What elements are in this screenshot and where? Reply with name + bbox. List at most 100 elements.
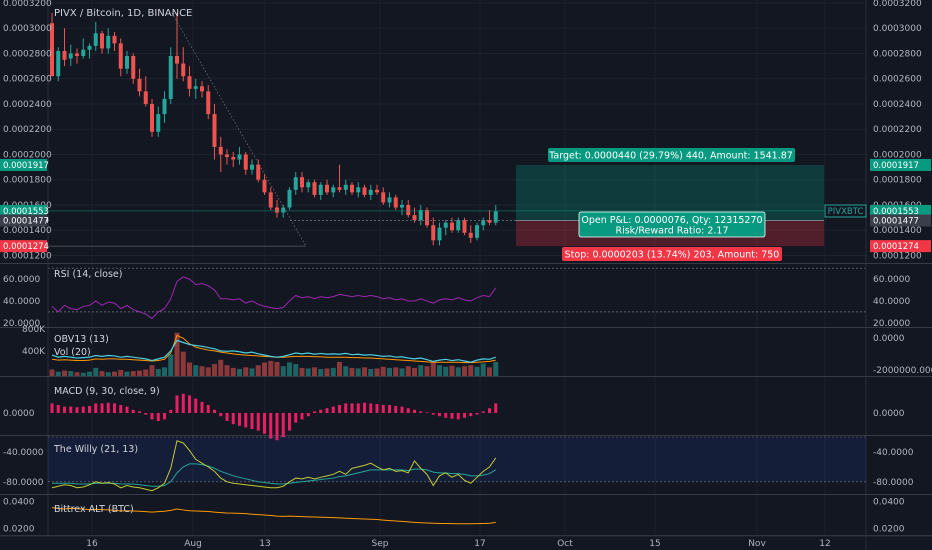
willy-tick: -80.0000	[3, 478, 44, 488]
obv-tick: -2000000.0000	[873, 366, 932, 376]
rsi-title[interactable]: RSI (14, close)	[54, 269, 122, 280]
macd-bar	[100, 403, 104, 413]
volume-bar	[424, 366, 430, 376]
time-tick: 13	[259, 539, 270, 549]
stop-label[interactable]: Stop: 0.0000203 (13.74%) 203, Amount: 75…	[562, 247, 782, 261]
volume-bar	[218, 359, 224, 376]
volume-bar	[262, 362, 267, 376]
macd-bar	[238, 413, 241, 426]
candle-body	[81, 49, 86, 57]
macd-bar	[394, 405, 398, 413]
volume-bar	[93, 367, 99, 376]
left-price-tick: 0.0002800	[3, 49, 52, 59]
bittrex-tick: 0.0400	[873, 498, 905, 508]
candle-body	[331, 187, 336, 193]
candle-body	[125, 56, 129, 69]
volume-bar	[393, 367, 399, 376]
left-price-tick: 0.0003000	[3, 24, 52, 34]
obv-title[interactable]: OBV13 (13)	[54, 334, 109, 345]
price-label: 0.0001274	[3, 242, 49, 252]
willy-tick: -40.0000	[3, 448, 44, 458]
candle-body	[93, 33, 98, 46]
target-zone	[516, 164, 824, 221]
macd-bar	[325, 408, 329, 413]
candle-body	[468, 232, 473, 238]
stop-label-text: Stop: 0.0000203 (13.74%) 203, Amount: 75…	[565, 250, 780, 261]
macd-bar	[319, 409, 323, 413]
volume-bar	[412, 367, 417, 376]
candle-body	[350, 184, 354, 193]
volume-bar	[212, 364, 217, 376]
candle-body	[200, 86, 204, 92]
volume-bar	[74, 372, 80, 376]
macd-bar	[113, 403, 116, 413]
volume-bar	[280, 366, 286, 376]
right-price-tick: 0.0002800	[873, 49, 922, 59]
macd-tick: 0.0000	[873, 409, 905, 419]
candle-body	[462, 220, 467, 233]
volume-bar	[87, 371, 92, 376]
pnl-label[interactable]: Open P&L: 0.0000076, Qty: 12315270 Risk/…	[578, 211, 766, 238]
macd-bar	[288, 413, 291, 431]
macd-bar	[388, 405, 391, 413]
macd-bar	[88, 405, 91, 413]
candle-body	[237, 154, 242, 160]
volume-bar	[230, 367, 236, 376]
candle-body	[387, 197, 392, 203]
candle-body	[450, 222, 454, 231]
macd-bar	[419, 411, 423, 413]
volume-bar	[355, 368, 361, 376]
bittrex-tick: 0.0200	[3, 524, 35, 534]
macd-bar	[406, 408, 410, 413]
macd-bar	[300, 413, 304, 420]
left-price-tick: 0.0003200	[3, 0, 52, 9]
symbol-tag[interactable]: PIVXBTC	[824, 204, 867, 218]
target-label[interactable]: Target: 0.0000440 (29.79%) 440, Amount: …	[548, 148, 795, 162]
left-price-tick: 0.0002400	[3, 100, 52, 110]
volume-bar	[105, 372, 111, 376]
macd-title[interactable]: MACD (9, 30, close, 9)	[54, 386, 160, 397]
rsi-tick: 20.0000	[3, 319, 40, 329]
vol-title[interactable]: Vol (20)	[54, 347, 91, 358]
time-tick: 17	[474, 539, 485, 549]
target-label-bg	[548, 148, 795, 162]
price-candles[interactable]	[50, 13, 498, 246]
macd-bar	[156, 413, 160, 421]
candle-body	[156, 114, 161, 132]
long-position-tool[interactable]	[516, 164, 824, 247]
candle-body	[50, 23, 54, 77]
volume-bar	[137, 370, 142, 376]
macd-bar	[200, 401, 204, 413]
symbol-title[interactable]: PIVX / Bitcoin, 1D, BINANCE	[54, 8, 192, 19]
price-label-bg	[870, 214, 931, 227]
macd-bar	[456, 413, 460, 420]
volume-bar	[99, 371, 105, 376]
willy-title[interactable]: The Willy (21, 13)	[53, 444, 138, 455]
left-price-tick: 0.0001400	[3, 226, 52, 236]
macd-bar	[250, 413, 254, 429]
trendline-dotted	[171, 12, 307, 247]
candle-body	[187, 76, 192, 89]
drawing-trendlines[interactable]	[48, 12, 866, 247]
time-tick: Oct	[557, 539, 573, 549]
candle-body	[406, 204, 411, 216]
bittrex-title[interactable]: Bittrex ALT (BTC)	[54, 504, 134, 515]
right-price-tick: 0.0001200	[873, 251, 922, 261]
candle-body	[231, 157, 236, 160]
candle-body	[431, 225, 436, 241]
bittrex-tick: 0.0200	[873, 524, 905, 534]
candle-body	[318, 184, 323, 195]
macd-bar	[413, 409, 416, 413]
volume-bar	[468, 365, 474, 376]
volume-bar	[55, 371, 61, 376]
volume-bar	[349, 367, 355, 376]
price-label: 0.0001917	[3, 161, 49, 171]
volume-bar	[337, 361, 342, 376]
candle-body	[375, 189, 379, 193]
volume-bar	[487, 367, 492, 376]
time-tick: 16	[86, 539, 98, 549]
candle-body	[325, 184, 329, 193]
